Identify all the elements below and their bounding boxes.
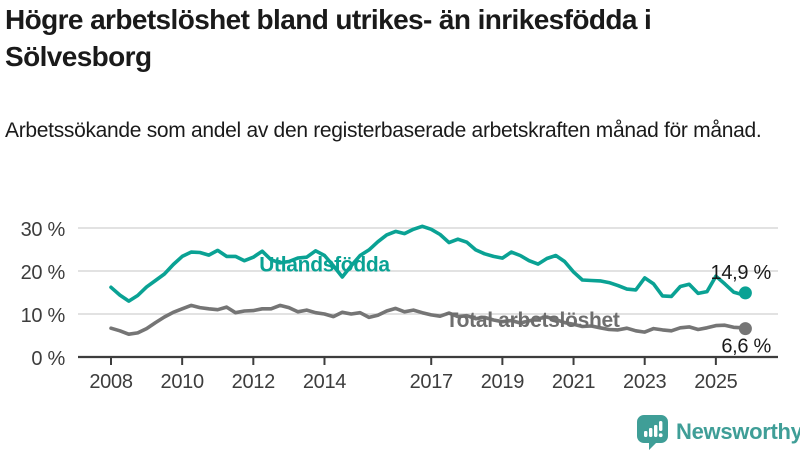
end-value-label-utlandsf-dda: 14,9 %	[711, 262, 772, 284]
x-tick-label: 2021	[552, 371, 595, 393]
x-tick-label: 2008	[89, 371, 132, 393]
x-tick-label: 2010	[161, 371, 204, 393]
brand-footer: Newsworthy	[637, 414, 800, 450]
series-end-dot-total-arbetsl-shet	[738, 322, 752, 336]
series-label-total-arbetsl-shet: Total arbetslöshet	[446, 309, 620, 332]
x-tick-label: 2012	[232, 371, 275, 393]
x-tick-label: 2019	[481, 371, 524, 393]
unemployment-line-chart: 0 % 10 % 20 % 30 % 2008 2010 2012 2014 2017 2019 2…	[21, 219, 778, 393]
series-end-dot-utlandsf-dda	[738, 286, 752, 300]
brand-name: Newsworthy	[676, 419, 800, 444]
end-value-label-total-arbetsl-shet: 6,6 %	[721, 336, 771, 358]
x-tick-label: 2017	[410, 371, 453, 393]
x-tick-label: 2014	[303, 371, 346, 393]
y-tick-label: 20 %	[21, 262, 66, 284]
x-tick-label: 2025	[694, 371, 737, 393]
y-tick-label: 10 %	[21, 305, 66, 327]
y-tick-label: 30 %	[21, 219, 66, 241]
page-title: Högre arbetslöshet bland utrikes- än inr…	[5, 4, 652, 72]
x-tick-label: 2023	[623, 371, 666, 393]
newsworthy-logo-icon	[637, 414, 668, 450]
y-tick-label: 0 %	[31, 348, 65, 370]
series-line-utlandsf-dda	[109, 224, 748, 303]
chart-subtitle: Arbetssökande som andel av den registerb…	[5, 119, 762, 142]
series-label-utlandsf-dda: Utlandsfödda	[259, 253, 390, 276]
series-line-total-arbetsl-shet	[109, 303, 748, 336]
